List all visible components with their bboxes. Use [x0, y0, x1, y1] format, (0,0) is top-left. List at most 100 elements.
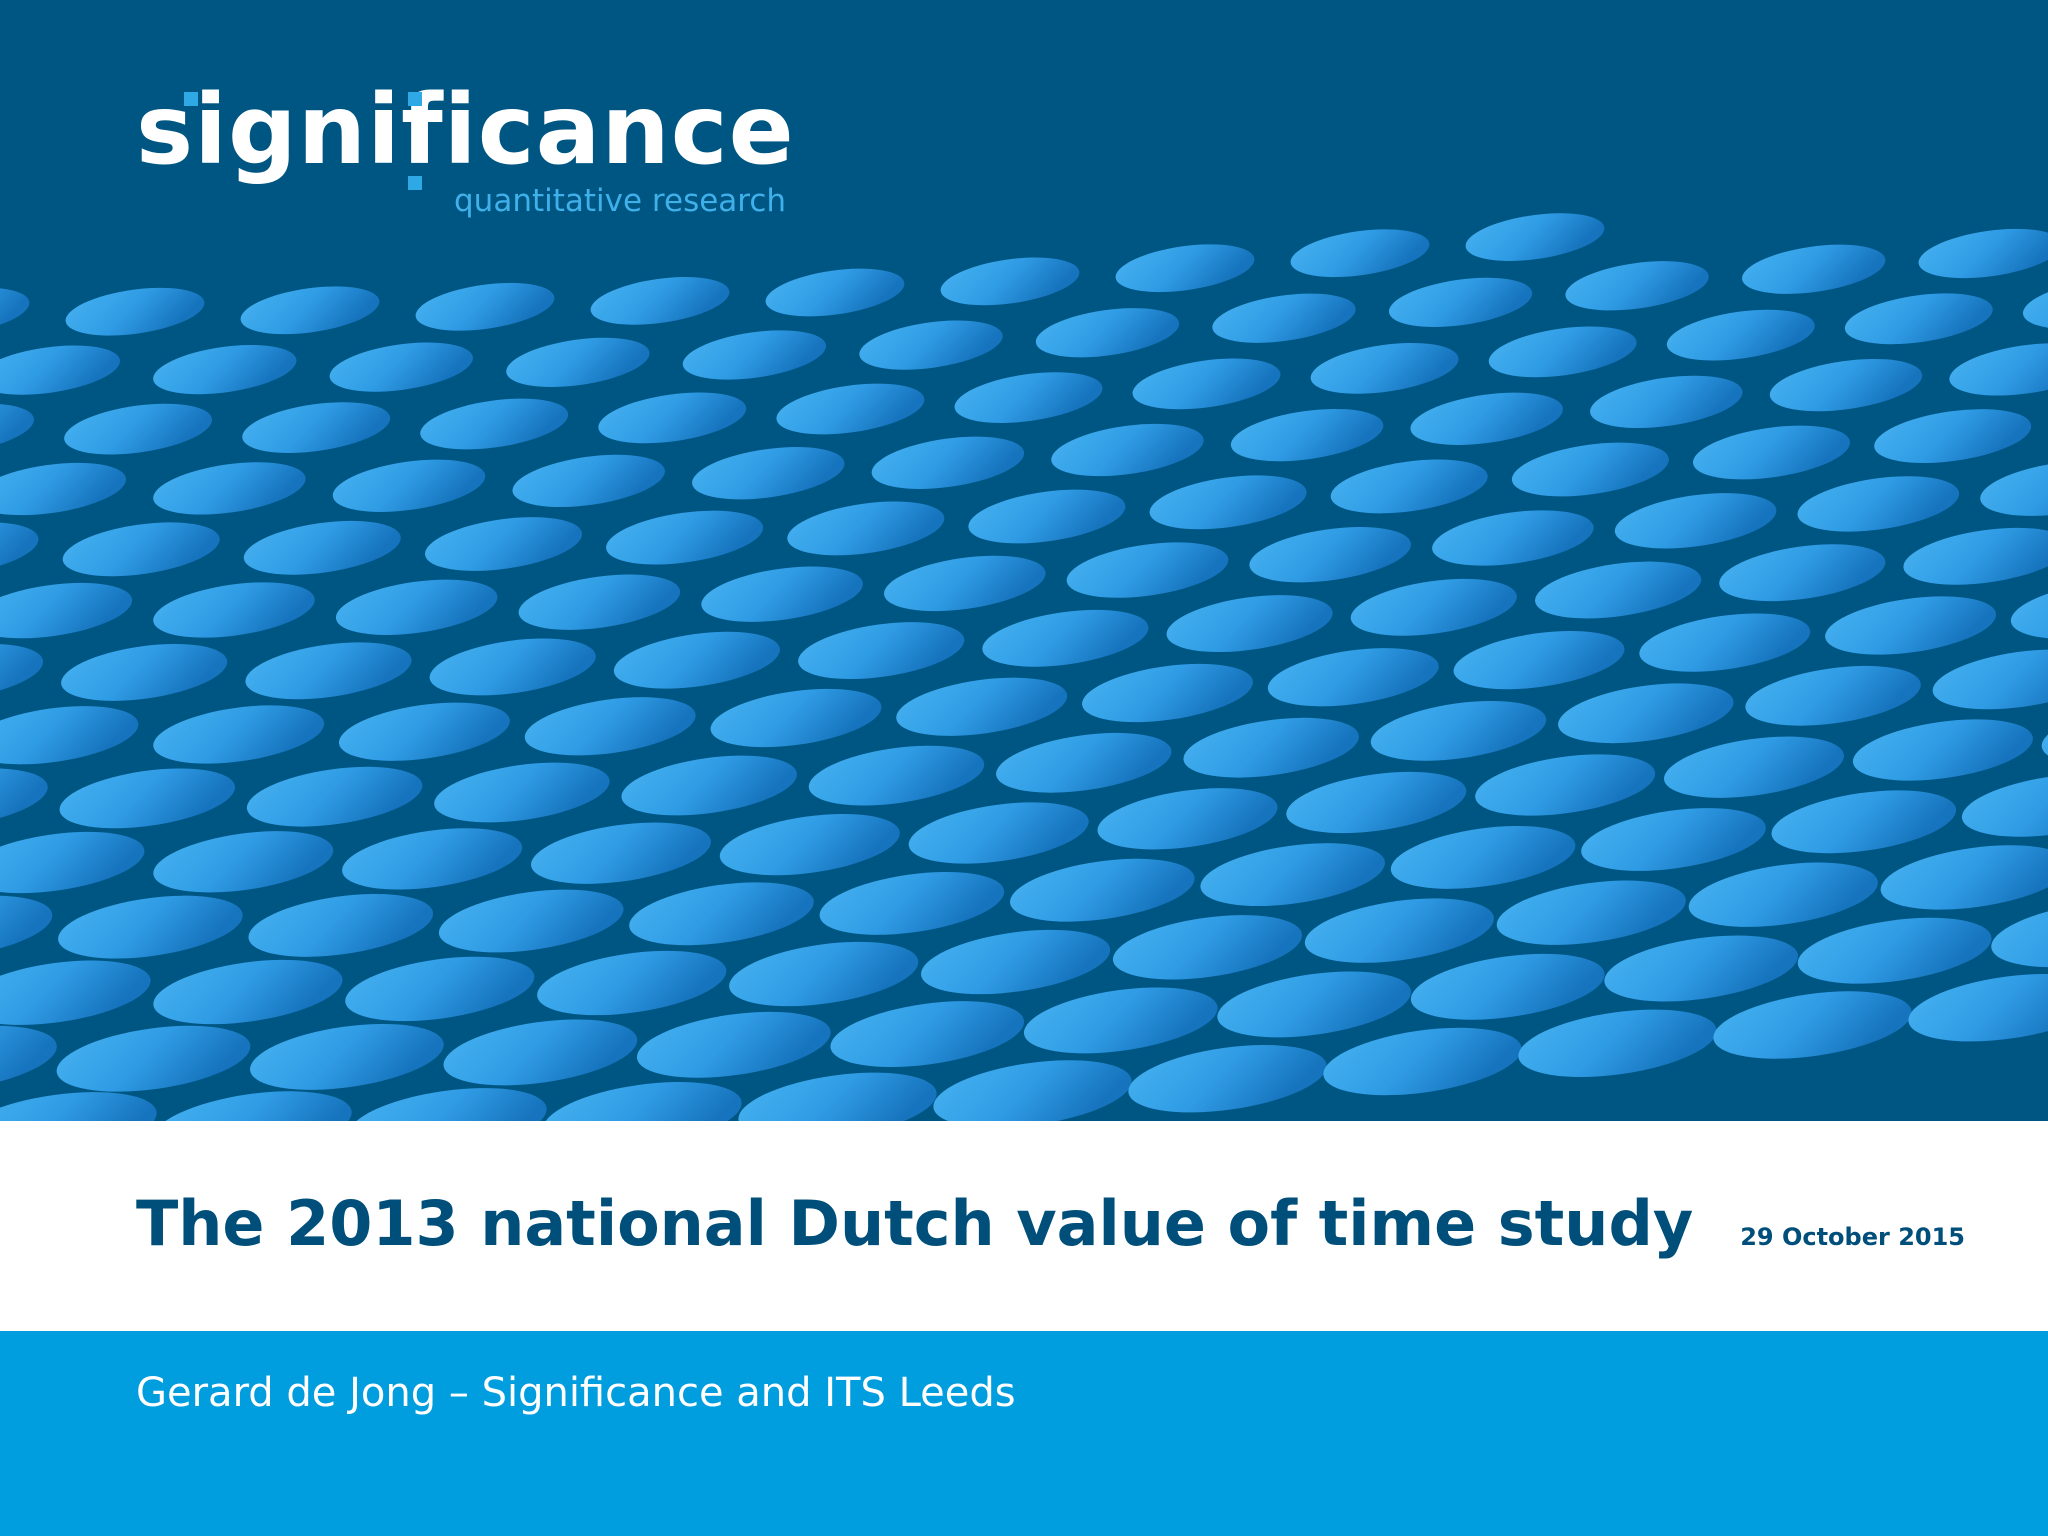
pattern-disc [1453, 630, 1625, 690]
pattern-disc [1217, 971, 1412, 1038]
pattern-disc [1918, 228, 2048, 279]
pattern-disc [64, 403, 213, 455]
pattern-disc [415, 282, 555, 331]
pattern-disc [443, 1019, 638, 1086]
pattern-disc [1023, 987, 1218, 1054]
pattern-disc [982, 609, 1149, 667]
pattern-disc [819, 871, 1005, 935]
pattern-disc [613, 631, 780, 689]
pattern-disc [424, 517, 583, 571]
pattern-disc [153, 831, 334, 893]
pattern-disc [1051, 423, 1204, 477]
pattern-disc [830, 1001, 1025, 1068]
logo-wordmark: significance [136, 74, 795, 186]
pattern-disc [524, 697, 696, 756]
pattern-disc [58, 895, 243, 959]
pattern-disc [0, 345, 120, 395]
pattern-disc [506, 337, 650, 388]
pattern-disc [1949, 343, 2048, 396]
pattern-disc [1350, 578, 1517, 636]
pattern-disc [1097, 788, 1278, 850]
pattern-disc [0, 582, 133, 639]
pattern-disc [345, 956, 535, 1022]
pattern-disc [1066, 542, 1229, 598]
hero-image: significance quantitative research [0, 0, 2048, 1121]
pattern-disc [246, 766, 423, 827]
disc-pattern [0, 213, 2048, 1121]
pattern-disc [765, 268, 905, 317]
pattern-disc [1666, 309, 1815, 361]
presentation-date: 29 October 2015 [1740, 1223, 1965, 1251]
pattern-disc [1742, 244, 1886, 294]
pattern-disc [719, 813, 900, 876]
logo-accent-dot [184, 92, 198, 106]
pattern-disc [1132, 358, 1281, 410]
pattern-disc [153, 1091, 352, 1121]
pattern-disc [248, 893, 434, 957]
presentation-author: Gerard de Jong – Significance and ITS Le… [136, 1370, 1016, 1416]
pattern-disc [1713, 991, 1912, 1059]
author-band: Gerard de Jong – Significance and ITS Le… [0, 1331, 2048, 1536]
pattern-disc [65, 287, 205, 336]
pattern-disc [871, 436, 1025, 489]
pattern-disc [0, 768, 48, 829]
pattern-disc [530, 822, 712, 884]
pattern-disc [2010, 580, 2048, 639]
pattern-disc [329, 342, 473, 392]
pattern-disc [1304, 898, 1494, 963]
pattern-disc [0, 1092, 157, 1121]
pattern-disc [1496, 880, 1686, 945]
pattern-disc [1908, 973, 2048, 1042]
pattern-disc [1558, 683, 1734, 744]
pattern-disc [692, 447, 845, 500]
pattern-disc [621, 755, 797, 816]
pattern-disc [0, 706, 139, 765]
logo-accent-dot [408, 92, 422, 106]
pattern-disc [518, 574, 681, 630]
pattern-disc [1475, 754, 1656, 816]
pattern-disc [701, 566, 863, 622]
pattern-disc [0, 403, 34, 455]
pattern-disc [1903, 527, 2048, 585]
pattern-disc [0, 287, 30, 336]
pattern-disc [1932, 649, 2048, 710]
pattern-disc [243, 520, 401, 575]
pattern-disc [1370, 701, 1547, 761]
pattern-disc [242, 402, 391, 453]
pattern-disc [2022, 278, 2048, 330]
pattern-disc [153, 959, 343, 1025]
pattern-disc [1844, 293, 1993, 345]
pattern-disc [335, 579, 498, 635]
pattern-disc [954, 372, 1103, 423]
pattern-disc [808, 745, 985, 806]
pattern-disc [1082, 663, 1253, 723]
pattern-disc [1035, 308, 1180, 358]
pattern-disc [1128, 1044, 1327, 1113]
pattern-disc [940, 257, 1080, 306]
pattern-disc [636, 1011, 831, 1078]
pattern-disc [1488, 326, 1637, 378]
pattern-disc [933, 1060, 1132, 1121]
pattern-disc [1852, 719, 2033, 781]
logo-accent-dot [408, 176, 422, 190]
pattern-disc [1991, 901, 2048, 968]
pattern-disc [1745, 665, 1921, 726]
pattern-disc [1230, 408, 1384, 462]
pattern-disc [1771, 790, 1957, 854]
presentation-title: The 2013 national Dutch value of time st… [136, 1187, 1694, 1260]
pattern-disc [1518, 1009, 1717, 1078]
pattern-disc [1249, 527, 1411, 583]
pattern-disc [420, 398, 569, 450]
pattern-disc [1581, 808, 1766, 871]
pattern-disc [1465, 213, 1605, 261]
pattern-disc [59, 768, 236, 829]
pattern-disc [153, 462, 306, 515]
pattern-disc [921, 929, 1111, 995]
significance-logo: significance quantitative research [136, 82, 836, 232]
pattern-disc [0, 1025, 57, 1092]
pattern-disc [996, 732, 1172, 793]
pattern-disc [56, 1025, 251, 1092]
pattern-disc [342, 828, 523, 890]
pattern-disc [1432, 510, 1594, 566]
pattern-disc [61, 643, 228, 701]
